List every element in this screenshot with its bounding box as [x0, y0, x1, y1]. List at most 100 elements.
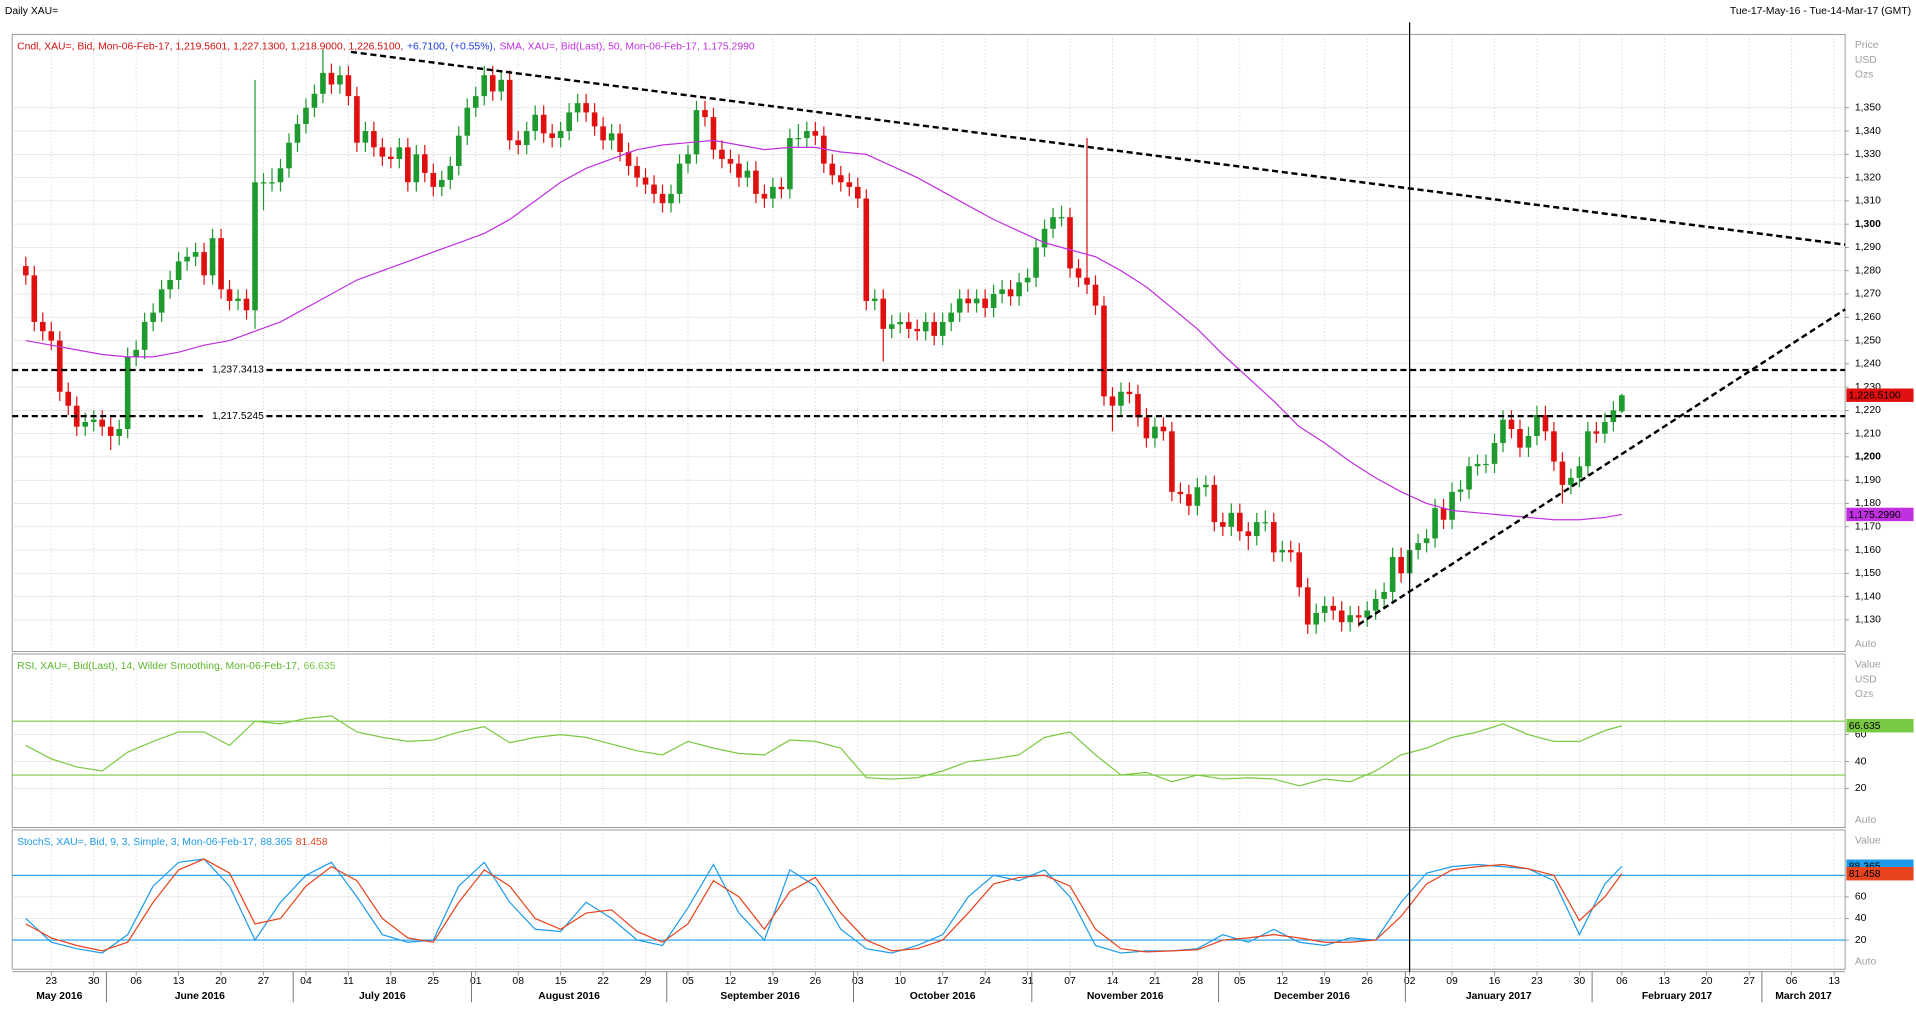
candle-body — [447, 165, 454, 180]
x-tick-label: 16 — [1489, 976, 1501, 987]
legend-text: Cndl, XAU=, Bid, Mon-06-Feb-17, 1,219.56… — [17, 41, 403, 52]
candle-body — [481, 75, 488, 97]
candle-body — [1245, 531, 1252, 537]
x-tick-label: 27 — [1743, 976, 1755, 987]
x-tick-label: 04 — [300, 976, 312, 987]
candle-body — [608, 133, 615, 141]
x-tick-label: 14 — [1107, 976, 1119, 987]
candle-body — [99, 419, 106, 427]
candle-body — [821, 135, 827, 164]
month-label: June 2016 — [175, 991, 225, 1002]
candle-body — [226, 289, 233, 301]
candle-body — [48, 331, 55, 341]
candle-body — [871, 298, 878, 301]
candle-body — [184, 256, 190, 262]
y-tick-label: 1,330 — [1855, 149, 1881, 160]
date-range: Tue-17-May-16 - Tue-14-Mar-17 (GMT) — [1730, 6, 1911, 17]
candle-body — [1440, 508, 1447, 520]
x-tick-label: 21 — [1149, 976, 1161, 987]
candle-body — [1347, 615, 1353, 623]
candle-body — [1542, 415, 1549, 432]
x-tick-label: 08 — [512, 976, 524, 987]
y-tick-label: 1,270 — [1855, 289, 1881, 300]
candle-body — [1262, 522, 1269, 524]
candle-body — [1101, 305, 1107, 397]
candle-body — [1211, 484, 1218, 523]
candle-body — [736, 163, 742, 178]
candle-body — [1568, 477, 1574, 485]
candle-body — [337, 75, 343, 85]
candle-body — [1389, 557, 1396, 592]
candle-body — [235, 298, 241, 301]
candle-body — [1491, 442, 1498, 464]
candle-body — [1228, 512, 1235, 527]
candle-body — [668, 193, 674, 204]
x-tick-label: 29 — [640, 976, 652, 987]
candle-body — [303, 107, 309, 125]
month-label: December 2016 — [1274, 991, 1350, 1002]
candle-body — [1143, 417, 1150, 439]
candle-body — [939, 321, 946, 336]
candle-body — [1483, 463, 1489, 466]
indicator-line — [25, 858, 1623, 954]
candle-body — [371, 131, 377, 148]
candle-body — [269, 182, 275, 184]
x-tick-label: 06 — [130, 976, 142, 987]
x-tick-label: 02 — [1404, 976, 1416, 987]
y-tick-label: 1,260 — [1855, 312, 1881, 323]
candle-body — [124, 356, 131, 429]
candle-body — [532, 114, 538, 132]
month-label: October 2016 — [910, 991, 976, 1002]
candle-body — [354, 96, 360, 143]
last-value-label: 81.458 — [1849, 869, 1881, 880]
x-tick-label: 09 — [1446, 976, 1458, 987]
x-tick-label: 06 — [1616, 976, 1628, 987]
candle-body — [1355, 615, 1362, 618]
rsi-panel — [11, 653, 1846, 828]
candle-body — [693, 110, 700, 155]
last-value-label: 66.635 — [1849, 721, 1881, 732]
month-label: November 2016 — [1087, 991, 1164, 1002]
x-tick-label: 20 — [1701, 976, 1713, 987]
candle-body — [591, 112, 598, 127]
month-label: March 2017 — [1775, 991, 1832, 1002]
y-tick-label: 1,290 — [1855, 242, 1881, 253]
y-tick-label: 1,210 — [1855, 428, 1881, 439]
candle-body — [209, 238, 216, 276]
candle-body — [1551, 431, 1557, 462]
candle-body — [133, 349, 139, 357]
y-tick-label: 1,250 — [1855, 335, 1881, 346]
y-tick-label: 20 — [1855, 783, 1867, 794]
x-tick-label: 22 — [597, 976, 609, 987]
x-tick-label: 28 — [1192, 976, 1204, 987]
candle-body — [1287, 550, 1294, 553]
month-label: July 2016 — [359, 991, 406, 1002]
y-tick-label: 1,300 — [1855, 219, 1881, 230]
y-tick-label: 1,310 — [1855, 196, 1881, 207]
candle-body — [956, 298, 963, 313]
level-label: 1,237.3413 — [212, 365, 264, 376]
axis-label: USD — [1855, 674, 1877, 685]
candle-body — [880, 298, 887, 329]
candle-body — [379, 147, 386, 157]
candle-body — [778, 186, 785, 190]
axis-mode: Auto — [1855, 815, 1877, 826]
candle-body — [948, 312, 954, 322]
candle-body — [320, 72, 326, 94]
y-tick-label: 60 — [1855, 729, 1867, 740]
axis-mode: Auto — [1855, 639, 1877, 650]
candle-body — [1372, 598, 1379, 611]
candle-body — [1398, 557, 1404, 574]
candle-body — [1092, 284, 1099, 306]
candle-body — [557, 131, 564, 139]
candle-body — [990, 293, 997, 308]
candle-body — [1194, 487, 1201, 506]
candle-body — [243, 298, 250, 311]
candle-body — [744, 170, 751, 178]
candle-body — [931, 321, 938, 336]
last-value-box — [1846, 866, 1914, 881]
candle-body — [252, 182, 258, 311]
candle-body — [702, 110, 708, 118]
